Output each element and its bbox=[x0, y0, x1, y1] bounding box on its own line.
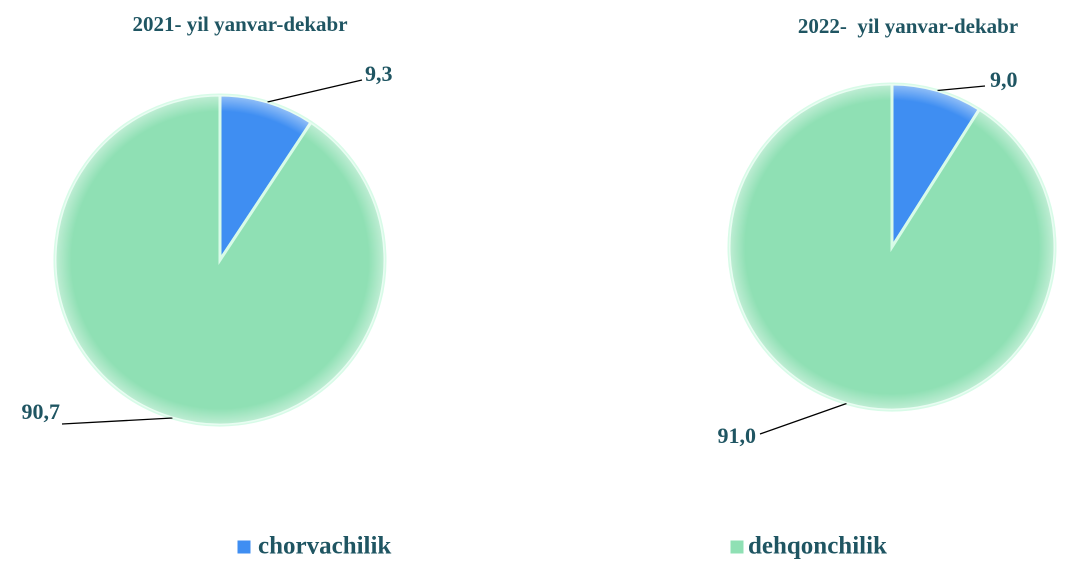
data-label: 9,3 bbox=[365, 61, 393, 86]
legend-swatch bbox=[236, 539, 252, 555]
leader-line bbox=[267, 79, 363, 103]
legend-swatch bbox=[729, 539, 745, 555]
chart-title: 2021- yil yanvar-dekabr bbox=[132, 12, 347, 36]
leader-line bbox=[759, 402, 847, 435]
data-label: 9,0 bbox=[990, 67, 1018, 92]
leader-line bbox=[61, 417, 173, 425]
data-label: 91,0 bbox=[718, 423, 757, 448]
data-label: 90,7 bbox=[22, 399, 61, 424]
chart-title: 2022- yil yanvar-dekabr bbox=[798, 14, 1018, 38]
leader-line bbox=[937, 85, 986, 92]
legend-label: chorvachilik bbox=[258, 533, 391, 560]
pie-shade bbox=[55, 95, 385, 425]
legend-label: dehqonchilik bbox=[748, 533, 887, 560]
pie-shade bbox=[729, 84, 1055, 410]
